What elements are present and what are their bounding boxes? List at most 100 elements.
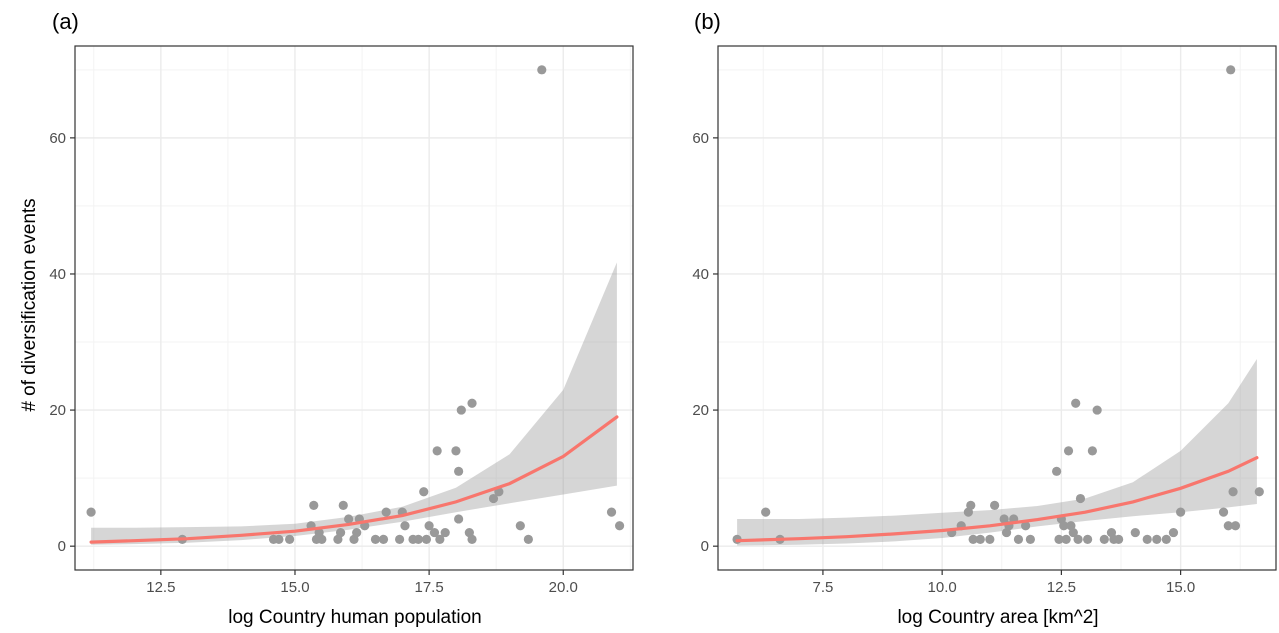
data-point xyxy=(432,446,442,456)
data-point xyxy=(1052,466,1062,476)
data-point xyxy=(467,534,477,544)
data-point xyxy=(440,527,450,538)
data-point xyxy=(1073,534,1083,544)
data-point xyxy=(317,534,327,544)
confidence-band xyxy=(91,262,617,545)
data-point xyxy=(1013,534,1024,544)
fitted-curve xyxy=(89,415,619,544)
data-point xyxy=(1054,534,1064,544)
data-point xyxy=(1230,521,1241,531)
data-point xyxy=(467,398,477,408)
data-point xyxy=(614,521,625,531)
data-point xyxy=(1130,527,1140,538)
x-tick-label: 20.0 xyxy=(549,579,578,596)
panel-b-border xyxy=(717,45,1277,571)
data-point xyxy=(537,65,547,75)
data-point xyxy=(309,500,319,510)
x-tick-label: 10.0 xyxy=(928,579,957,596)
data-point xyxy=(285,534,295,544)
data-point xyxy=(454,466,464,476)
panel-b-confidence-ribbon xyxy=(737,359,1257,546)
data-point xyxy=(1152,534,1162,544)
panel-a-border xyxy=(74,45,634,571)
plot-background xyxy=(718,46,1276,570)
panel-a-y-axis-title: # of diversification events xyxy=(19,198,40,411)
data-point xyxy=(352,527,362,538)
data-point xyxy=(338,500,348,510)
panel-a-fit-line xyxy=(89,415,619,544)
data-point xyxy=(274,534,284,544)
y-tick-label: 60 xyxy=(49,130,66,147)
panel-a-x-axis-title: log Country human population xyxy=(228,607,482,628)
data-point xyxy=(1063,446,1074,456)
data-point xyxy=(413,534,423,544)
fitted-curve xyxy=(735,456,1259,543)
panel-b-ticks: 7.5 10.0 12.5 15.0 0 20 40 60 xyxy=(692,130,1195,596)
panel-b-grid xyxy=(718,46,1276,570)
x-tick-label: 17.5 xyxy=(415,579,444,596)
panel-b-label: (b) xyxy=(694,9,721,34)
y-tick-label: 60 xyxy=(692,130,709,147)
data-point xyxy=(1021,521,1031,531)
data-point xyxy=(456,405,466,415)
y-tick-label: 20 xyxy=(692,402,709,419)
panel-a-points xyxy=(86,65,625,544)
data-point xyxy=(1161,534,1171,544)
panel-a-grid xyxy=(75,46,633,570)
data-point xyxy=(419,487,429,497)
y-tick-label: 40 xyxy=(49,266,66,283)
data-point xyxy=(1168,527,1179,538)
x-tick-label: 7.5 xyxy=(812,579,833,596)
y-tick-label: 40 xyxy=(692,266,709,283)
data-point xyxy=(1142,534,1152,544)
data-point xyxy=(1092,405,1102,415)
plot-background xyxy=(75,46,633,570)
y-tick-label: 0 xyxy=(701,538,709,555)
data-point xyxy=(424,521,434,531)
data-point xyxy=(435,534,445,544)
data-point xyxy=(1228,487,1238,497)
data-point xyxy=(1254,487,1264,497)
panel-b-points xyxy=(732,65,1264,544)
data-point xyxy=(488,493,499,504)
data-point xyxy=(1114,534,1124,544)
data-point xyxy=(1075,493,1086,504)
data-point xyxy=(429,527,440,538)
plot-border xyxy=(717,45,1277,571)
panel-b: (b) log Country area [km^2] 7.5 10.0 12.5 1… xyxy=(692,9,1277,628)
data-point xyxy=(523,534,533,544)
data-point xyxy=(606,507,617,517)
panel-a: (a) # of diversification events log Coun… xyxy=(19,9,634,628)
data-point xyxy=(86,507,96,517)
data-point xyxy=(381,507,391,517)
x-tick-label: 12.5 xyxy=(1047,579,1076,596)
data-point xyxy=(999,514,1009,524)
data-point xyxy=(378,534,389,544)
data-point xyxy=(400,521,410,531)
panel-a-ticks: 12.5 15.0 17.5 20.0 0 20 40 60 xyxy=(49,130,578,596)
data-point xyxy=(761,507,771,517)
data-point xyxy=(454,514,464,524)
panel-a-label: (a) xyxy=(52,9,79,34)
data-point xyxy=(451,446,461,456)
data-point xyxy=(968,534,978,544)
data-point xyxy=(1099,534,1109,544)
y-tick-label: 20 xyxy=(49,402,66,419)
data-point xyxy=(1087,446,1097,456)
data-point xyxy=(1223,521,1233,531)
data-point xyxy=(985,534,995,544)
confidence-band xyxy=(737,359,1257,546)
x-tick-label: 12.5 xyxy=(146,579,175,596)
plot-border xyxy=(74,45,634,571)
data-point xyxy=(344,514,354,524)
panel-a-confidence-ribbon xyxy=(91,262,617,545)
data-point xyxy=(1071,398,1081,408)
data-point xyxy=(1068,527,1078,538)
data-point xyxy=(990,500,1000,510)
panel-b-fit-line xyxy=(735,456,1259,543)
x-tick-label: 15.0 xyxy=(280,579,309,596)
data-point xyxy=(370,534,381,544)
data-point xyxy=(335,527,346,538)
data-point xyxy=(1025,534,1035,544)
